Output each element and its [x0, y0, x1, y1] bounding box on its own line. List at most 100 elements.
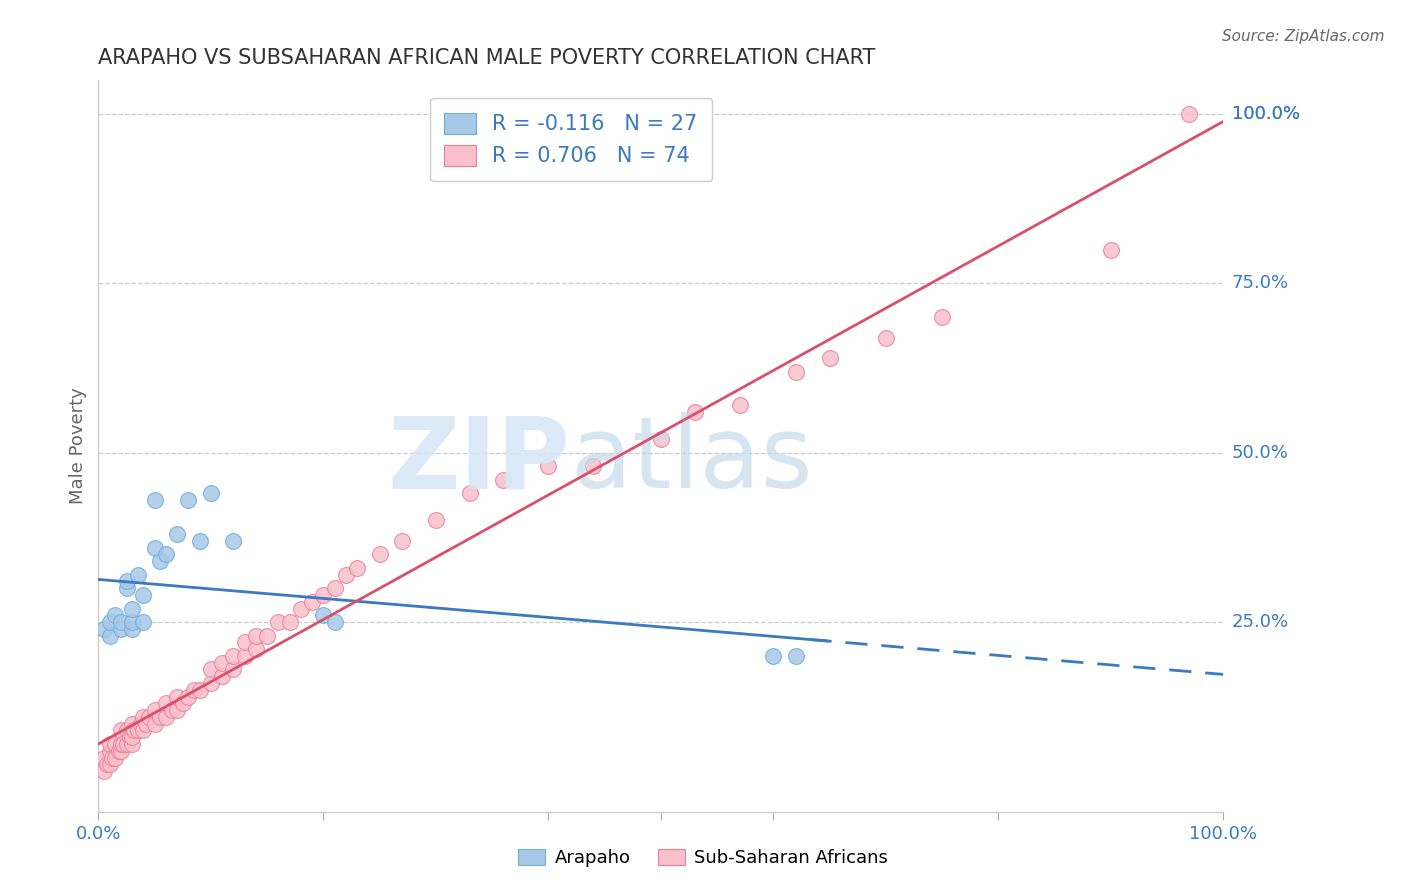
Point [121, 601, 143, 615]
Point [115, 737, 138, 751]
Point [582, 459, 605, 474]
Point [93, 750, 115, 764]
Point [121, 730, 143, 744]
Text: 25.0%: 25.0% [1232, 613, 1289, 631]
Point [98, 629, 121, 643]
Point [93, 764, 115, 778]
Point [121, 716, 143, 731]
Point [104, 737, 127, 751]
Text: 50.0%: 50.0% [1232, 444, 1288, 462]
Point [683, 405, 706, 419]
Point [98, 744, 121, 758]
Text: Source: ZipAtlas.com: Source: ZipAtlas.com [1222, 29, 1385, 44]
Point [728, 398, 751, 412]
Point [132, 615, 155, 629]
Point [200, 663, 222, 677]
Point [290, 601, 312, 615]
Point [104, 750, 127, 764]
Point [1178, 107, 1201, 121]
Point [222, 648, 245, 663]
Point [101, 750, 124, 764]
Text: 100.0%: 100.0% [1232, 105, 1299, 123]
Text: atlas: atlas [571, 412, 813, 509]
Point [98, 757, 121, 772]
Point [166, 527, 188, 541]
Y-axis label: Male Poverty: Male Poverty [69, 388, 87, 504]
Point [160, 703, 183, 717]
Point [93, 622, 115, 636]
Point [98, 615, 121, 629]
Point [312, 608, 335, 623]
Point [132, 723, 155, 738]
Point [211, 656, 233, 670]
Point [121, 737, 143, 751]
Point [323, 615, 346, 629]
Point [931, 310, 953, 325]
Point [138, 710, 160, 724]
Point [121, 622, 143, 636]
Point [233, 648, 256, 663]
Point [110, 615, 132, 629]
Point [172, 697, 194, 711]
Point [149, 554, 172, 568]
Point [785, 648, 807, 663]
Point [132, 588, 155, 602]
Point [492, 473, 515, 487]
Point [115, 723, 138, 738]
Point [124, 723, 146, 738]
Point [762, 648, 785, 663]
Point [301, 595, 323, 609]
Point [267, 615, 290, 629]
Point [875, 331, 897, 345]
Point [335, 567, 357, 582]
Point [107, 744, 129, 758]
Point [121, 615, 143, 629]
Text: ARAPAHO VS SUBSAHARAN AFRICAN MALE POVERTY CORRELATION CHART: ARAPAHO VS SUBSAHARAN AFRICAN MALE POVER… [98, 47, 876, 68]
Point [115, 581, 138, 595]
Point [537, 459, 560, 474]
Text: ZIP: ZIP [388, 412, 571, 509]
Point [98, 737, 121, 751]
Point [104, 608, 127, 623]
Point [127, 567, 149, 582]
Point [346, 561, 368, 575]
Point [127, 723, 149, 738]
Point [211, 669, 233, 683]
Point [110, 622, 132, 636]
Legend: R = -0.116   N = 27, R = 0.706   N = 74: R = -0.116 N = 27, R = 0.706 N = 74 [430, 98, 711, 181]
Point [818, 351, 841, 365]
Point [183, 682, 205, 697]
Point [368, 547, 391, 561]
Point [391, 533, 413, 548]
Point [256, 629, 278, 643]
Point [188, 682, 211, 697]
Point [312, 588, 335, 602]
Point [188, 533, 211, 548]
Point [110, 723, 132, 738]
Point [222, 663, 245, 677]
Point [425, 514, 447, 528]
Point [118, 730, 141, 744]
Point [1099, 243, 1122, 257]
Point [143, 716, 166, 731]
Point [200, 486, 222, 500]
Point [149, 710, 172, 724]
Point [143, 493, 166, 508]
Point [155, 697, 177, 711]
Point [155, 710, 177, 724]
Point [166, 690, 188, 704]
Point [110, 744, 132, 758]
Point [115, 574, 138, 589]
Point [143, 541, 166, 555]
Point [200, 676, 222, 690]
Point [166, 703, 188, 717]
Text: 100.0%: 100.0% [1232, 105, 1299, 123]
Point [143, 703, 166, 717]
Point [278, 615, 301, 629]
Point [650, 432, 672, 446]
Point [458, 486, 481, 500]
Point [177, 690, 200, 704]
Point [135, 716, 157, 731]
Legend: Arapaho, Sub-Saharan Africans: Arapaho, Sub-Saharan Africans [512, 841, 894, 874]
Point [785, 364, 807, 378]
